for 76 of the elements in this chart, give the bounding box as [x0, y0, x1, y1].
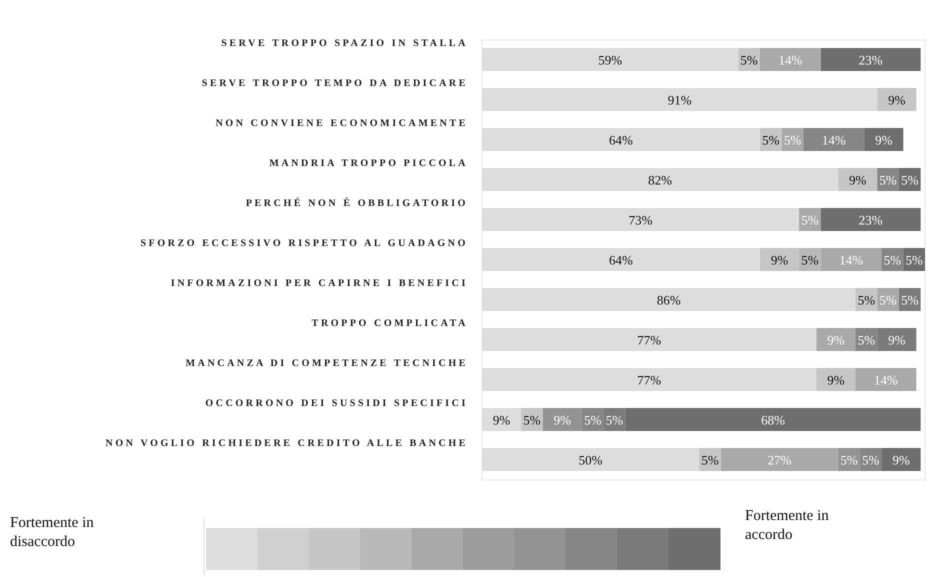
data-label: 5% [858, 332, 876, 348]
data-label: 9% [888, 92, 906, 108]
data-label: 5% [701, 452, 719, 468]
bar [820, 248, 882, 271]
y-tick-label: SERVE TROPPO SPAZIO IN STALLA [221, 38, 468, 49]
data-label: 64% [609, 132, 634, 148]
bar [856, 368, 916, 391]
data-label: 82% [648, 172, 672, 188]
y-tick-label: NON CONVIENE ECONOMICAMENTE [216, 118, 468, 129]
data-label: 14% [778, 52, 802, 68]
bar [816, 328, 856, 351]
data-label: 9% [554, 412, 572, 428]
data-label: 5% [523, 412, 541, 428]
data-label: 50% [578, 452, 603, 468]
data-label: 23% [858, 212, 883, 228]
data-label: 86% [656, 292, 681, 308]
data-label: 5% [740, 52, 758, 68]
data-label: 9% [888, 332, 906, 348]
bar [625, 408, 921, 431]
bar [816, 368, 856, 391]
data-label: 5% [584, 412, 602, 428]
bar [720, 448, 838, 471]
data-label: 5% [762, 132, 780, 148]
y-tick-label: INFORMAZIONI PER CAPIRNE I BENEFICI [170, 278, 468, 289]
text: Fortemente in disaccordo [10, 515, 94, 550]
data-label: 5% [858, 292, 876, 308]
data-label: 14% [839, 252, 864, 268]
y-tick-label: NON VOGLIO RICHIEDERE CREDITO ALLE BANCHE [106, 438, 468, 449]
bar [877, 88, 916, 111]
y-tick-label: PERCHÉ NON È OBBLIGATORIO [246, 197, 468, 209]
y-tick-label: SERVE TROPPO TEMPO DA DEDICARE [202, 78, 468, 89]
data-label: 5% [784, 132, 802, 148]
data-label: 5% [901, 172, 919, 188]
data-label: 5% [801, 212, 819, 228]
data-label: 5% [801, 252, 819, 268]
bar [760, 248, 800, 271]
data-label: 9% [492, 412, 510, 428]
data-label: 68% [761, 412, 786, 428]
bar [882, 448, 921, 471]
data-label: 5% [862, 452, 880, 468]
data-label: 9% [827, 332, 845, 348]
y-tick-label: SFORZO ECCESSIVO RISPETTO AL GUADAGNO [140, 238, 468, 249]
data-label: 5% [884, 252, 902, 268]
y-tick-label: OCCORRONO DEI SUSSIDI SPECIFICI [205, 398, 468, 409]
data-label: 9% [892, 452, 910, 468]
data-label: 5% [879, 172, 897, 188]
bar [542, 408, 582, 431]
bar [760, 48, 821, 71]
data-label: 5% [905, 252, 923, 268]
data-label: 77% [637, 332, 662, 348]
data-label: 77% [637, 372, 662, 388]
data-label: 5% [879, 292, 897, 308]
y-tick-label: MANCANZA DI COMPETENZE TECNICHE [186, 358, 468, 369]
bar [838, 168, 878, 191]
data-label: 9% [827, 372, 845, 388]
y-tick-label: TROPPO COMPLICATA [312, 318, 468, 329]
data-label: 14% [822, 132, 846, 148]
data-label: 91% [668, 92, 692, 108]
data-label: 27% [768, 452, 792, 468]
data-label: 9% [875, 132, 893, 148]
bar [864, 128, 904, 151]
data-label: 14% [874, 372, 898, 388]
data-label: 5% [606, 412, 624, 428]
bar [803, 128, 864, 151]
data-label: 23% [858, 52, 883, 68]
bar [820, 208, 921, 231]
text: Fortemente in accordo [745, 508, 830, 543]
y-tick-label: MANDRIA TROPPO PICCOLA [269, 158, 468, 169]
data-label: 5% [901, 292, 919, 308]
data-label: 9% [770, 252, 788, 268]
data-label: 73% [628, 212, 653, 228]
data-label: 64% [609, 252, 634, 268]
data-label: 5% [840, 452, 858, 468]
data-label: 9% [849, 172, 867, 188]
data-label: 59% [598, 52, 622, 68]
bar [820, 48, 921, 71]
